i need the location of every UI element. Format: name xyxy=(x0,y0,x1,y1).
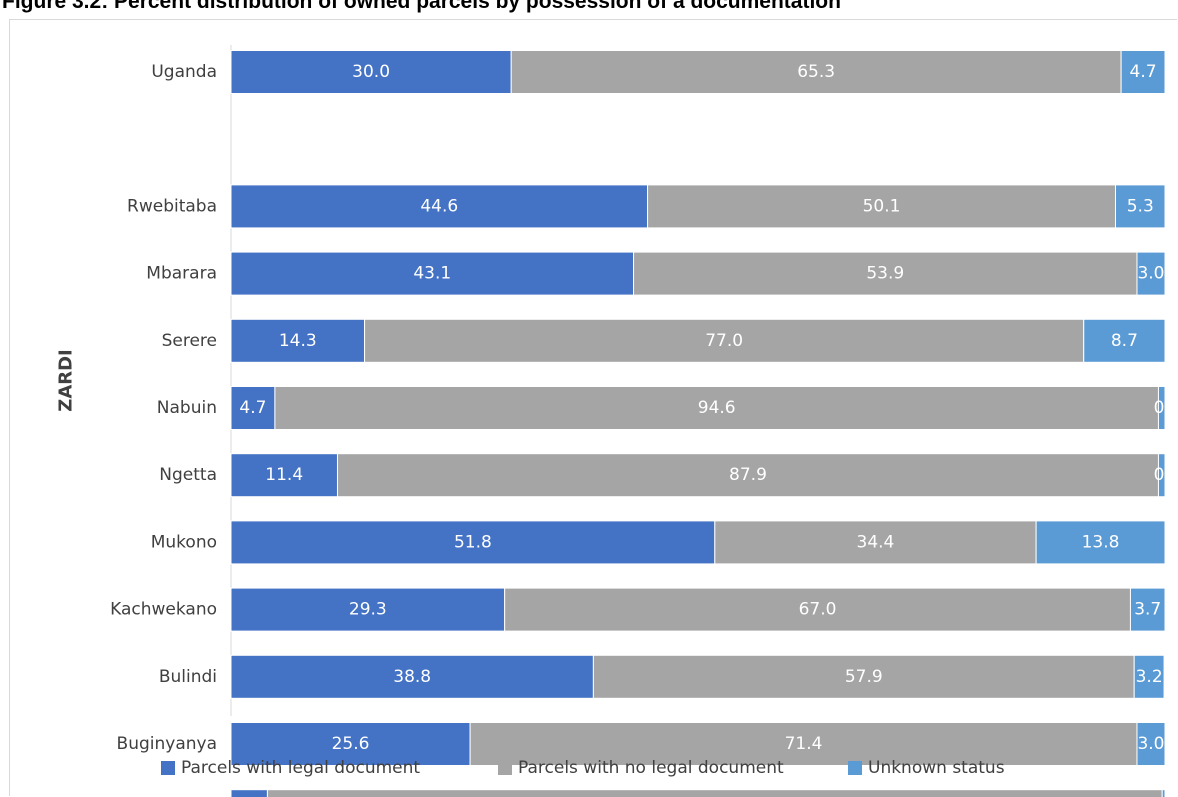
category-label-ngetta: Ngetta xyxy=(159,465,217,485)
bar-rwebitaba-unknown-status[interactable] xyxy=(1115,184,1166,229)
data-label-nabuin-unknown-status: 0. xyxy=(1154,398,1170,418)
bar-mbarara-unknown-status[interactable] xyxy=(1136,251,1166,296)
data-label-uganda-parcels-with-legal-document: 30.0 xyxy=(352,62,390,82)
bar-uganda-unknown-status[interactable] xyxy=(1120,50,1166,94)
data-label-uganda-unknown-status: 4.7 xyxy=(1130,62,1157,82)
y-axis-title: ZARDI xyxy=(56,349,77,411)
data-label-rwebitaba-parcels-with-legal-document: 44.6 xyxy=(420,196,458,216)
bar-kachwekano-parcels-with-no-legal-document[interactable] xyxy=(504,587,1131,632)
bar-bulindi-unknown-status[interactable] xyxy=(1133,654,1165,699)
category-label-serere: Serere xyxy=(162,331,217,351)
stacked-bar-chart: ZARDI Uganda 30.0 65.3 4.7 Rwebitaba 44.6 50.1 5… xyxy=(56,45,1170,797)
data-label-nabuin-parcels-with-legal-document: 4.7 xyxy=(239,398,266,418)
data-label-serere-parcels-with-no-legal-document: 77.0 xyxy=(705,331,743,351)
bar-mukono-unknown-status[interactable] xyxy=(1035,520,1166,565)
legend-swatch-parcels-with-no-legal-document xyxy=(498,761,512,775)
data-label-buginyanya-parcels-with-no-legal-document: 71.4 xyxy=(785,734,823,754)
data-label-mbarara-parcels-with-no-legal-document: 53.9 xyxy=(866,264,904,284)
data-label-serere-unknown-status: 8.7 xyxy=(1111,331,1138,351)
data-label-ngetta-parcels-with-legal-document: 11.4 xyxy=(265,465,303,485)
bar-ngetta-unknown-status[interactable] xyxy=(1157,453,1166,498)
category-label-nabuin: Nabuin xyxy=(157,398,217,418)
data-label-mbarara-unknown-status: 3.0 xyxy=(1137,264,1164,284)
legend-label-parcels-with-legal-document: Parcels with legal document xyxy=(181,758,420,778)
bar-bulindi-parcels-with-no-legal-document[interactable] xyxy=(592,654,1135,699)
bar-nabuin-unknown-status[interactable] xyxy=(1157,386,1166,430)
data-label-buginyanya-parcels-with-legal-document: 25.6 xyxy=(332,734,370,754)
data-label-kachwekano-parcels-with-legal-document: 29.3 xyxy=(349,600,387,620)
legend-swatch-unknown-status xyxy=(848,761,862,775)
category-label-kachwekano: Kachwekano xyxy=(110,600,217,620)
legend-label-unknown-status: Unknown status xyxy=(868,758,1005,778)
bar-abi-unknown-status[interactable] xyxy=(1161,789,1166,797)
figure-title: Figure 3.2: Percent distribution of owne… xyxy=(2,0,841,13)
data-label-kachwekano-unknown-status: 3.7 xyxy=(1134,600,1161,620)
bar-kachwekano-unknown-status[interactable] xyxy=(1129,587,1166,632)
bar-ngetta-parcels-with-legal-document[interactable] xyxy=(230,453,338,498)
bar-ngetta-parcels-with-no-legal-document[interactable] xyxy=(336,453,1159,498)
data-label-ngetta-parcels-with-no-legal-document: 87.9 xyxy=(729,465,767,485)
bar-mbarara-parcels-with-no-legal-document[interactable] xyxy=(633,251,1138,296)
category-label-mukono: Mukono xyxy=(151,532,217,552)
category-label-rwebitaba: Rwebitaba xyxy=(127,196,217,216)
data-label-nabuin-parcels-with-no-legal-document: 94.6 xyxy=(698,398,736,418)
data-label-mukono-parcels-with-no-legal-document: 34.4 xyxy=(857,532,895,552)
data-label-ngetta-unknown-status: 0. xyxy=(1154,465,1170,485)
bar-nabuin-parcels-with-no-legal-document[interactable] xyxy=(274,386,1159,430)
category-label-uganda: Uganda xyxy=(151,62,217,82)
data-label-mukono-parcels-with-legal-document: 51.8 xyxy=(454,532,492,552)
bar-kachwekano-parcels-with-legal-document[interactable] xyxy=(230,587,506,632)
bar-buginyanya-parcels-with-no-legal-document[interactable] xyxy=(469,722,1138,766)
data-label-kachwekano-parcels-with-no-legal-document: 67.0 xyxy=(799,600,837,620)
bar-buginyanya-parcels-with-legal-document[interactable] xyxy=(230,722,471,766)
data-label-rwebitaba-parcels-with-no-legal-document: 50.1 xyxy=(863,196,901,216)
bar-serere-parcels-with-legal-document[interactable] xyxy=(230,318,366,363)
legend-label-parcels-with-no-legal-document: Parcels with no legal document xyxy=(518,758,784,778)
data-label-buginyanya-unknown-status: 3.0 xyxy=(1137,734,1164,754)
bar-serere-parcels-with-no-legal-document[interactable] xyxy=(364,318,1085,363)
legend-swatch-parcels-with-legal-document xyxy=(161,761,175,775)
data-label-bulindi-parcels-with-legal-document: 38.8 xyxy=(393,667,431,687)
chart-area: ZARDI Uganda 30.0 65.3 4.7 Rwebitaba 44.6 50.1 5… xyxy=(9,19,1177,797)
data-label-uganda-parcels-with-no-legal-document: 65.3 xyxy=(797,62,835,82)
data-label-mukono-unknown-status: 13.8 xyxy=(1082,532,1120,552)
data-label-serere-parcels-with-legal-document: 14.3 xyxy=(279,331,317,351)
bar-mukono-parcels-with-no-legal-document[interactable] xyxy=(714,520,1037,565)
category-label-bulindi: Bulindi xyxy=(159,667,217,687)
data-label-bulindi-parcels-with-no-legal-document: 57.9 xyxy=(845,667,883,687)
category-label-mbarara: Mbarara xyxy=(146,264,217,284)
bar-abi-parcels-with-no-legal-document[interactable] xyxy=(266,789,1163,797)
data-label-bulindi-unknown-status: 3.2 xyxy=(1136,667,1163,687)
bar-abi-parcels-with-legal-document[interactable] xyxy=(230,789,268,797)
category-label-buginyanya: Buginyanya xyxy=(117,734,217,754)
bar-uganda-parcels-with-no-legal-document[interactable] xyxy=(510,50,1122,94)
bar-mukono-parcels-with-legal-document[interactable] xyxy=(230,520,716,565)
data-label-mbarara-parcels-with-legal-document: 43.1 xyxy=(413,264,451,284)
bar-buginyanya-unknown-status[interactable] xyxy=(1136,722,1166,766)
data-label-rwebitaba-unknown-status: 5.3 xyxy=(1127,196,1154,216)
bar-serere-unknown-status[interactable] xyxy=(1083,318,1166,363)
bar-nabuin-parcels-with-legal-document[interactable] xyxy=(230,386,276,430)
